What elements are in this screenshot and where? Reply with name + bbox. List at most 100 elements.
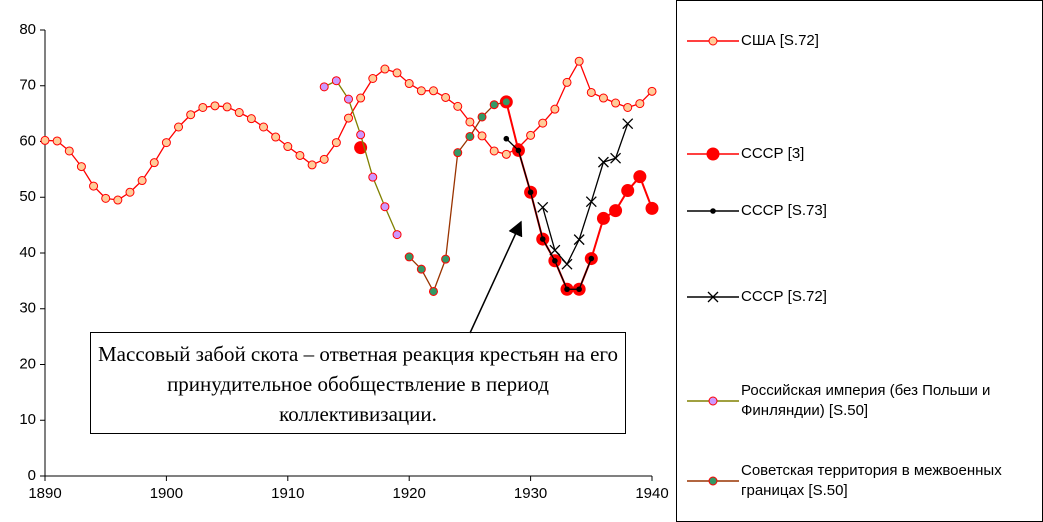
marker bbox=[527, 189, 534, 196]
legend-icon bbox=[687, 147, 739, 161]
annotation: Массовый забой скота – ответная реакция … bbox=[90, 332, 626, 434]
marker bbox=[331, 76, 341, 86]
marker bbox=[137, 176, 147, 186]
marker bbox=[622, 118, 634, 130]
marker bbox=[598, 93, 608, 103]
y-tick-label: 60 bbox=[19, 132, 36, 149]
legend-entry: Советская территория в межвоенных границ… bbox=[685, 461, 1041, 501]
marker bbox=[453, 101, 463, 111]
series-line bbox=[542, 123, 629, 265]
marker bbox=[562, 77, 572, 87]
marker bbox=[174, 122, 184, 132]
marker bbox=[52, 136, 62, 146]
legend-entry: США [S.72] bbox=[685, 31, 1041, 51]
marker bbox=[489, 146, 499, 156]
marker bbox=[647, 86, 657, 96]
legend-marker bbox=[708, 36, 718, 46]
marker bbox=[64, 146, 74, 156]
legend-marker bbox=[707, 291, 719, 303]
series-line bbox=[323, 80, 398, 235]
x-tick-label: 1920 bbox=[393, 485, 426, 502]
marker bbox=[561, 258, 573, 270]
marker bbox=[441, 92, 451, 102]
legend-entry: СССР [S.72] bbox=[685, 287, 1041, 307]
marker bbox=[574, 56, 584, 66]
x-tick-label: 1940 bbox=[635, 485, 668, 502]
y-tick-label: 30 bbox=[19, 300, 36, 317]
marker bbox=[489, 100, 499, 110]
y-tick-label: 50 bbox=[19, 188, 36, 205]
legend-icon bbox=[687, 476, 739, 486]
marker bbox=[465, 117, 475, 127]
marker bbox=[198, 102, 208, 112]
marker bbox=[125, 187, 135, 197]
marker bbox=[404, 79, 414, 89]
legend-marker bbox=[706, 147, 720, 161]
marker bbox=[271, 132, 281, 142]
marker bbox=[611, 98, 621, 108]
legend-entry: СССР [S.73] bbox=[685, 201, 1041, 221]
marker bbox=[441, 254, 451, 264]
marker bbox=[392, 230, 402, 240]
legend-marker bbox=[710, 208, 716, 214]
marker bbox=[319, 82, 329, 92]
marker bbox=[564, 286, 570, 293]
marker bbox=[113, 195, 123, 205]
marker bbox=[501, 97, 511, 107]
marker bbox=[246, 114, 256, 124]
legend-icon bbox=[687, 208, 739, 214]
marker bbox=[186, 110, 196, 120]
marker bbox=[576, 286, 582, 293]
legend-icon bbox=[687, 396, 739, 406]
y-tick-label: 10 bbox=[19, 411, 36, 428]
marker bbox=[453, 148, 463, 158]
legend-marker bbox=[708, 476, 718, 486]
y-tick-label: 40 bbox=[19, 244, 36, 261]
marker bbox=[477, 112, 487, 122]
marker bbox=[477, 131, 487, 141]
marker bbox=[416, 86, 426, 96]
marker bbox=[596, 211, 610, 225]
x-tick-label: 1900 bbox=[150, 485, 183, 502]
legend-icon bbox=[687, 291, 739, 303]
annotation-text: Массовый забой скота – ответная реакция … bbox=[98, 342, 619, 426]
x-tick-label: 1890 bbox=[28, 485, 61, 502]
marker bbox=[621, 184, 635, 198]
marker bbox=[331, 138, 341, 148]
x-tick-label: 1930 bbox=[514, 485, 547, 502]
marker bbox=[586, 87, 596, 97]
marker bbox=[539, 236, 546, 242]
marker bbox=[404, 252, 414, 262]
y-tick-label: 70 bbox=[19, 77, 36, 94]
marker bbox=[368, 74, 378, 84]
marker bbox=[501, 149, 511, 159]
legend-label: СССР [S.72] bbox=[741, 288, 827, 305]
legend-label: США [S.72] bbox=[741, 32, 819, 49]
marker bbox=[623, 102, 633, 112]
marker bbox=[307, 160, 317, 170]
series-line bbox=[44, 60, 653, 201]
legend-label: СССР [3] bbox=[741, 145, 805, 162]
series-line bbox=[408, 101, 507, 293]
marker bbox=[344, 94, 353, 104]
marker bbox=[295, 150, 305, 160]
marker bbox=[210, 101, 220, 111]
marker bbox=[552, 258, 558, 264]
marker bbox=[585, 196, 597, 208]
chart: 0 10 20 30 40 50 60 70 80 1890 1900 1910 1920 1930 194… bbox=[19, 21, 668, 502]
marker bbox=[283, 142, 293, 152]
marker bbox=[526, 130, 536, 140]
legend-entry: Российская империя (без Польши и Финлянд… bbox=[685, 381, 1041, 421]
marker bbox=[259, 122, 269, 132]
marker bbox=[635, 99, 645, 109]
marker bbox=[76, 162, 86, 172]
legend-label: Советская территория в межвоенных границ… bbox=[741, 462, 1002, 499]
marker bbox=[319, 154, 329, 164]
legend-label: Российская империя (без Польши и Финлянд… bbox=[741, 382, 991, 419]
marker bbox=[549, 244, 561, 256]
marker bbox=[356, 93, 366, 103]
marker bbox=[368, 172, 378, 182]
legend-entry: СССР [3] bbox=[685, 144, 1041, 164]
marker bbox=[573, 234, 585, 246]
